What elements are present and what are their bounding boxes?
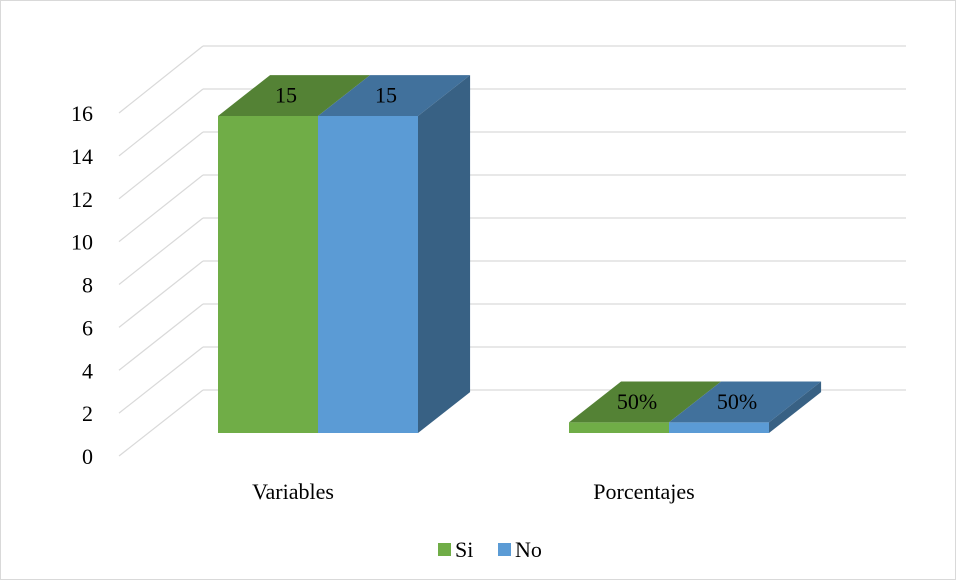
- y-tick-label: 8: [82, 273, 93, 298]
- data-label: 50%: [717, 389, 757, 414]
- y-tick-label: 4: [82, 358, 93, 383]
- gridline-side: [118, 45, 204, 114]
- bar-si-porcentajes[interactable]: [569, 422, 669, 433]
- bar-side-porcentajes: [769, 381, 822, 433]
- bar-si-variables[interactable]: [218, 116, 318, 433]
- bar-top-no-porcentajes: [669, 381, 822, 423]
- legend-swatch-si: [438, 543, 451, 556]
- bar-no-porcentajes[interactable]: [669, 422, 769, 433]
- gridline-side: [118, 346, 204, 414]
- data-label: 15: [375, 83, 397, 108]
- gridline-side: [118, 303, 204, 371]
- bar-no-variables[interactable]: [318, 116, 418, 433]
- y-tick-label: 12: [71, 187, 93, 212]
- y-tick-label: 0: [82, 444, 93, 469]
- legend-swatch-no: [498, 543, 511, 556]
- gridline-side: [118, 389, 204, 457]
- legend-label-si: Si: [455, 537, 473, 562]
- gridline-side: [118, 174, 204, 243]
- gridline-side: [118, 217, 204, 285]
- data-label: 15: [275, 83, 297, 108]
- y-tick-label: 14: [71, 144, 93, 169]
- data-label: 50%: [617, 389, 657, 414]
- gridline-side: [118, 88, 204, 157]
- bar-top-si-porcentajes: [569, 381, 722, 423]
- legend-label-no: No: [515, 537, 542, 562]
- bar-top-no-variables: [318, 75, 471, 116]
- gridline-side: [118, 131, 204, 200]
- y-tick-label: 10: [71, 230, 93, 255]
- y-tick-label: 6: [82, 315, 93, 340]
- y-tick-label: 2: [82, 401, 93, 426]
- bar-side-variables: [418, 75, 471, 433]
- gridline-side: [118, 260, 204, 328]
- y-tick-label: 16: [71, 101, 93, 126]
- x-category-label: Porcentajes: [593, 479, 694, 504]
- x-category-label: Variables: [252, 479, 334, 504]
- bar-top-si-variables: [218, 75, 371, 116]
